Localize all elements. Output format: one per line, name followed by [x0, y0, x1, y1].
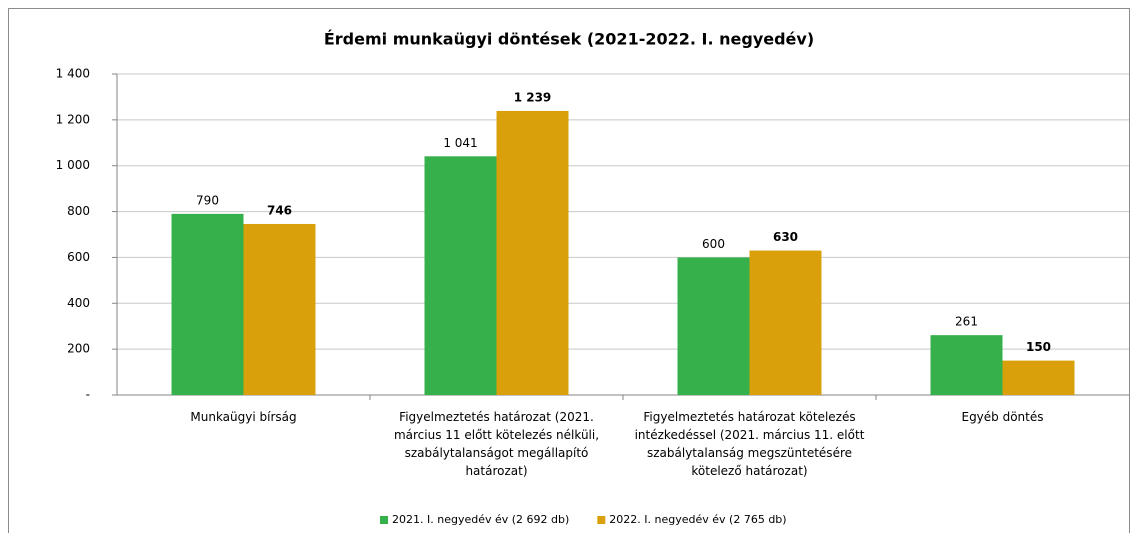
- x-tick-label: Figyelmeztetés határozat kötelezés intézk…: [635, 410, 865, 478]
- legend-swatch: [380, 516, 388, 524]
- value-label: 1 041: [443, 136, 477, 150]
- bar: [1002, 360, 1075, 395]
- legend-label: 2022. I. negyedév év (2 765 db): [609, 513, 786, 526]
- bar: [424, 156, 497, 395]
- y-tick-label: -: [86, 388, 90, 402]
- y-tick-label: 1 200: [56, 112, 90, 126]
- bar: [930, 335, 1003, 395]
- value-label: 600: [702, 237, 725, 251]
- bar: [677, 257, 750, 395]
- bar: [496, 110, 569, 395]
- x-tick-label: Egyéb döntés: [961, 410, 1043, 424]
- value-label: 1 239: [514, 90, 552, 104]
- y-tick-label: 800: [67, 204, 90, 218]
- y-tick-label: 1 400: [56, 67, 90, 81]
- bar: [749, 250, 822, 395]
- y-tick-label: 200: [67, 342, 90, 356]
- legend-swatch: [597, 516, 606, 524]
- y-tick-label: 1 000: [56, 158, 90, 172]
- x-tick-label: Figyelmeztetés határozat (2021. március 1…: [394, 410, 599, 478]
- y-tick-label: 600: [67, 250, 90, 264]
- value-label: 261: [955, 315, 978, 329]
- chart-title: Érdemi munkaügyi döntések (2021-2022. I.…: [324, 30, 814, 49]
- value-label: 150: [1026, 340, 1051, 354]
- x-tick-label: Munkaügyi bírság: [190, 410, 296, 424]
- value-label: 630: [773, 230, 798, 244]
- bar: [171, 213, 244, 395]
- value-label: 790: [196, 193, 219, 207]
- bar: [243, 223, 316, 395]
- value-label: 746: [267, 203, 292, 217]
- y-tick-label: 400: [67, 296, 90, 310]
- legend-label: 2021. I. negyedév év (2 692 db): [392, 513, 569, 526]
